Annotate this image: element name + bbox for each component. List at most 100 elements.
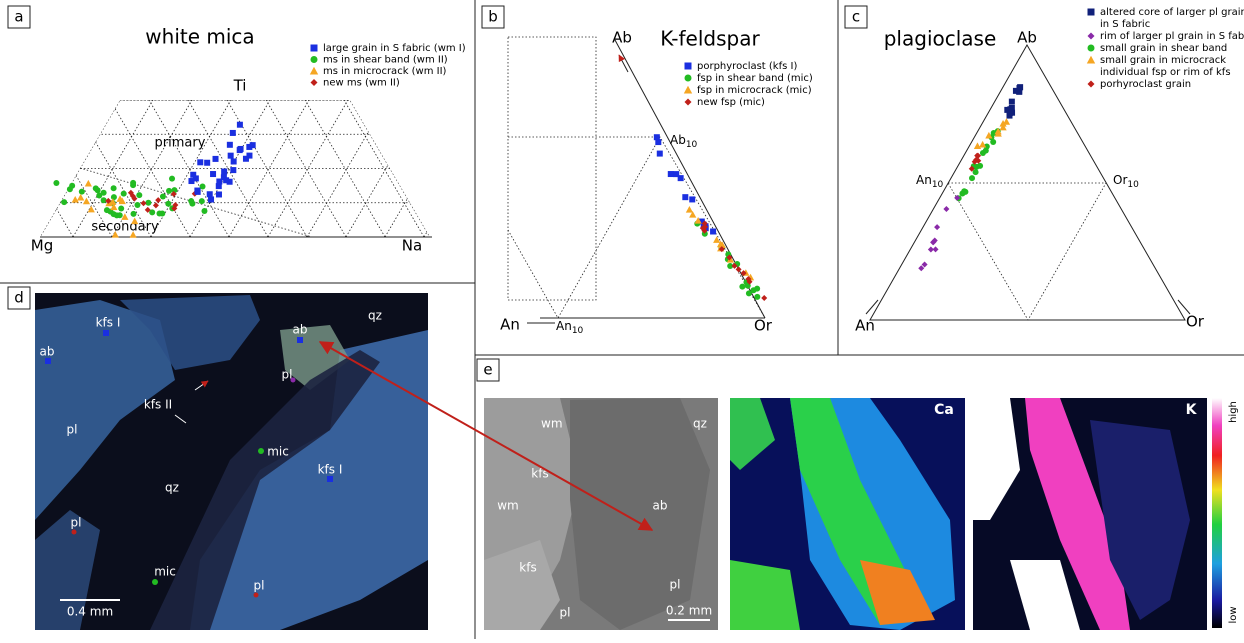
marker: [208, 197, 214, 203]
guide-line: [948, 183, 1106, 320]
isoline-label: An10: [916, 173, 944, 190]
legend-label: large grain in S fabric (wm I): [323, 43, 466, 54]
marker: [213, 156, 219, 162]
marker: [88, 206, 95, 213]
corner-label: Mg: [31, 237, 53, 255]
grid-line: [305, 100, 385, 237]
marker: [1088, 81, 1095, 88]
corner-label: An: [500, 316, 520, 334]
marker: [934, 224, 940, 230]
marker: [121, 191, 127, 197]
marker: [230, 167, 236, 173]
marker: [761, 295, 767, 301]
marker: [204, 160, 210, 166]
marker: [216, 179, 222, 185]
marker: [689, 196, 695, 202]
legend: altered core of larger pl grainin S fabr…: [1087, 7, 1244, 90]
marker: [117, 212, 123, 218]
corner-label: Or: [1186, 313, 1205, 331]
image-label: pl: [254, 579, 265, 593]
legend-label: small grain in microcrack: [1100, 55, 1226, 66]
marker: [237, 122, 243, 128]
marker: [104, 207, 110, 213]
image-label: kfs: [519, 561, 536, 575]
legend-label: new fsp (mic): [697, 97, 765, 108]
marker: [969, 175, 975, 181]
ternary-grid: [0, 100, 621, 237]
marker: [685, 99, 692, 106]
legend-label: ms in microcrack (wm II): [323, 66, 447, 77]
marker: [101, 197, 107, 203]
marker: [169, 176, 175, 182]
marker: [201, 208, 207, 214]
grid-line: [0, 100, 36, 237]
panel-label: e: [483, 361, 492, 379]
arrow: [866, 300, 878, 314]
image-label: kfs I: [318, 463, 343, 477]
panel-label: b: [488, 8, 498, 26]
grid-line: [461, 100, 541, 237]
marker: [93, 185, 99, 191]
marker: [189, 201, 195, 207]
legend-label: rim of larger pl grain in S fabric: [1100, 31, 1244, 42]
marker: [193, 175, 199, 181]
marker: [210, 171, 216, 177]
isoline-label: Ab10: [670, 133, 698, 150]
legend-label: small grain in shear band: [1100, 43, 1227, 54]
grid-line: [385, 100, 465, 237]
legend-label: fsp in shear band (mic): [697, 73, 813, 84]
marker: [973, 169, 979, 175]
apex-label: Ti: [233, 77, 247, 95]
zoom-frame: [508, 37, 596, 300]
marker: [990, 139, 996, 145]
image-label: pl: [71, 516, 82, 530]
legend-label: porhyroclast grain: [1100, 79, 1191, 90]
isoline-label: Or10: [1113, 173, 1139, 190]
legend-label: fsp in microcrack (mic): [697, 85, 812, 96]
marker: [654, 134, 660, 140]
scale-label: 0.2 mm: [666, 604, 712, 618]
marker: [131, 211, 137, 217]
grid-line: [190, 100, 270, 237]
marker: [155, 197, 161, 203]
marker: [134, 202, 140, 208]
marker: [246, 144, 252, 150]
image-label: pl: [670, 578, 681, 592]
apex-label: Ab: [1017, 29, 1037, 47]
marker: [657, 151, 663, 157]
marker: [223, 177, 229, 183]
colorbar-label: low: [1228, 606, 1239, 623]
colorbar-label: high: [1228, 401, 1239, 423]
marker: [111, 211, 117, 217]
corner-label: Na: [402, 237, 422, 255]
marker: [111, 185, 117, 191]
marker: [1088, 33, 1095, 40]
grid-line: [151, 100, 231, 237]
image-label: ab: [40, 345, 55, 359]
isoline-label: An10: [556, 319, 584, 336]
grid-line: [0, 100, 73, 237]
marker: [227, 142, 233, 148]
image-label: mic: [267, 445, 289, 459]
marker: [77, 194, 84, 201]
marker: [1088, 45, 1095, 52]
map-label: Ca: [934, 402, 954, 418]
marker: [673, 171, 679, 177]
marker: [685, 75, 692, 82]
marker: [933, 246, 939, 252]
field-label: secondary: [91, 220, 159, 235]
marker: [1017, 84, 1023, 90]
marker: [754, 294, 760, 300]
marker: [1009, 99, 1015, 105]
grid-line: [344, 100, 424, 237]
image-label: kfs: [531, 467, 548, 481]
marker: [686, 206, 693, 213]
panel-label: c: [852, 8, 860, 26]
image-label: wm: [541, 417, 563, 431]
marker: [310, 67, 318, 75]
marker: [959, 190, 965, 196]
figure: a b c d e white mica Ti Mg Na primary se…: [0, 0, 1244, 639]
image-label: wm: [497, 499, 519, 513]
marker: [311, 79, 318, 86]
marker: [1003, 118, 1010, 125]
